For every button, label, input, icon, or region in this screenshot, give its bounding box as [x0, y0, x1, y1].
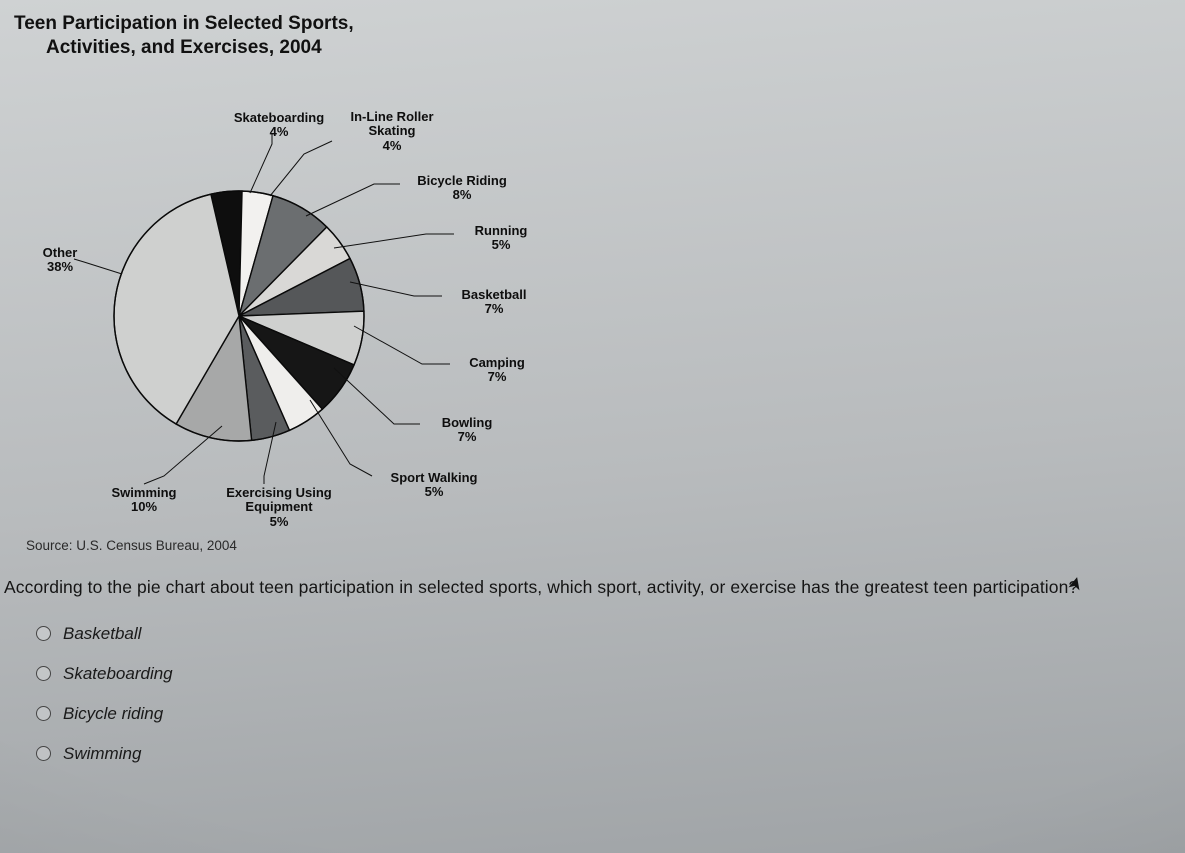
title-line-2: Activities, and Exercises, 2004 [14, 36, 1171, 60]
option-skateboarding[interactable]: Skateboarding [36, 664, 1171, 684]
leader-line [354, 326, 450, 364]
slice-label-other: Other38% [30, 246, 90, 276]
leader-line [250, 134, 272, 193]
title-line-1: Teen Participation in Selected Sports, [14, 12, 1171, 36]
slice-label-sport-walking: Sport Walking5% [374, 471, 494, 501]
option-bicycle[interactable]: Bicycle riding [36, 704, 1171, 724]
slice-label-running: Running5% [456, 224, 546, 254]
radio-icon[interactable] [36, 666, 51, 681]
slice-label-bowling: Bowling7% [422, 416, 512, 446]
radio-icon[interactable] [36, 706, 51, 721]
leader-line [334, 234, 454, 248]
chart-title: Teen Participation in Selected Sports, A… [14, 12, 1171, 60]
page: Teen Participation in Selected Sports, A… [0, 0, 1185, 853]
answer-options: Basketball Skateboarding Bicycle riding Swi… [36, 624, 1171, 764]
source-citation: Source: U.S. Census Bureau, 2004 [26, 538, 1171, 553]
radio-icon[interactable] [36, 746, 51, 761]
radio-icon[interactable] [36, 626, 51, 641]
leader-line [350, 282, 442, 296]
option-label: Skateboarding [63, 664, 173, 684]
option-basketball[interactable]: Basketball [36, 624, 1171, 644]
option-swimming[interactable]: Swimming [36, 744, 1171, 764]
slice-label-skateboarding: Skateboarding4% [224, 111, 334, 141]
leader-line [270, 141, 332, 196]
slice-label-bicycle-riding: Bicycle Riding8% [402, 174, 522, 204]
slice-label-swimming: Swimming10% [94, 486, 194, 516]
pie-chart: Skateboarding4%In-Line RollerSkating4% Bi… [14, 66, 574, 536]
question-text: According to the pie chart about teen pa… [4, 577, 1171, 598]
slice-label-exercising-using-equipment: Exercising UsingEquipment5% [204, 486, 354, 531]
slice-label-basketball: Basketball7% [444, 288, 544, 318]
leader-line [306, 184, 400, 216]
option-label: Swimming [63, 744, 141, 764]
slice-label-in-line-roller-skating: In-Line RollerSkating4% [332, 110, 452, 155]
option-label: Bicycle riding [63, 704, 163, 724]
slice-label-camping: Camping7% [452, 356, 542, 386]
option-label: Basketball [63, 624, 141, 644]
